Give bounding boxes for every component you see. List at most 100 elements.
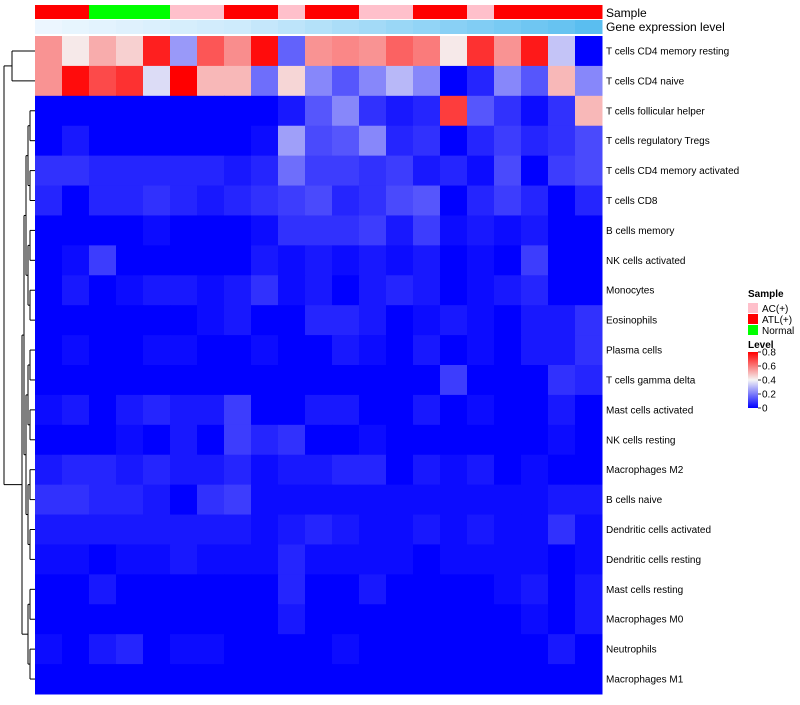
heatmap-cell xyxy=(521,394,549,426)
heatmap-cell xyxy=(278,604,306,635)
heatmap-cell xyxy=(332,275,360,306)
heatmap-cell xyxy=(89,125,117,157)
heatmap-cell xyxy=(494,275,522,306)
heatmap-cell xyxy=(332,335,360,366)
sample-annotation-label: Sample xyxy=(606,6,647,20)
heatmap-cell xyxy=(224,394,252,426)
heatmap-cell xyxy=(332,65,360,97)
heatmap-cell xyxy=(224,215,252,246)
heatmap-cell xyxy=(62,484,90,516)
heatmap-cell xyxy=(467,394,495,426)
sample-annotation-cell xyxy=(467,5,495,19)
heatmap-cell xyxy=(170,36,198,67)
heatmap-cell xyxy=(521,574,549,605)
heatmap-cell xyxy=(413,275,441,306)
heatmap-cell xyxy=(116,454,144,486)
heatmap-cell xyxy=(278,514,306,545)
heatmap-cell xyxy=(359,95,387,127)
heatmap-cell xyxy=(386,335,414,366)
heatmap-cell xyxy=(413,335,441,366)
legend-tick-label: 0.6 xyxy=(762,362,776,373)
heatmap-cell xyxy=(386,305,414,336)
gene-expression-annotation-cell xyxy=(62,20,90,34)
heatmap-cell xyxy=(170,394,198,426)
heatmap-cell xyxy=(143,215,171,246)
heatmap-cell xyxy=(548,664,576,695)
heatmap-cell xyxy=(494,574,522,605)
heatmap-cell xyxy=(62,365,90,396)
heatmap-cell xyxy=(35,185,63,216)
heatmap-cell xyxy=(89,335,117,366)
heatmap-cell xyxy=(197,394,225,426)
legend-tick-label: 0.2 xyxy=(762,390,776,401)
heatmap-cell xyxy=(305,454,333,486)
heatmap-cell xyxy=(116,36,144,67)
heatmap-cell xyxy=(413,65,441,97)
heatmap-cell xyxy=(170,634,198,665)
heatmap-cell xyxy=(116,574,144,605)
heatmap-cell xyxy=(386,65,414,97)
heatmap-cell xyxy=(224,365,252,396)
heatmap-cell xyxy=(521,664,549,695)
sample-annotation-cell xyxy=(278,5,306,19)
heatmap-cell xyxy=(170,544,198,575)
heatmap-cell xyxy=(467,484,495,516)
gene-expression-annotation-cell xyxy=(305,20,333,34)
heatmap-cell xyxy=(62,574,90,605)
heatmap-cell xyxy=(35,245,63,276)
sample-annotation-cell xyxy=(116,5,144,19)
heatmap-cell xyxy=(413,514,441,545)
heatmap-cell xyxy=(521,155,549,187)
heatmap-cell xyxy=(143,36,171,67)
heatmap-cell xyxy=(575,95,603,127)
heatmap-cell xyxy=(197,125,225,157)
heatmap-cell xyxy=(116,544,144,575)
heatmap-cell xyxy=(467,95,495,127)
heatmap-cell xyxy=(575,215,603,246)
gene-expression-annotation-cell xyxy=(386,20,414,34)
heatmap-cell xyxy=(440,245,468,276)
legend-label-ac: AC(+) xyxy=(762,304,788,315)
gene-expression-annotation-cell xyxy=(224,20,252,34)
heatmap-cell xyxy=(224,36,252,67)
heatmap-cell xyxy=(494,305,522,336)
heatmap-cell xyxy=(575,424,603,456)
legend: Sample AC(+) ATL(+) Normal Level 0.80.60… xyxy=(748,289,794,415)
heatmap-cell xyxy=(35,155,63,187)
heatmap-cell xyxy=(170,65,198,97)
heatmap-cell xyxy=(548,365,576,396)
heatmap-cell xyxy=(89,36,117,67)
heatmap-cell xyxy=(467,365,495,396)
heatmap-cell xyxy=(440,305,468,336)
heatmap-cell xyxy=(35,454,63,486)
heatmap-cell xyxy=(89,95,117,127)
heatmap-cell xyxy=(35,514,63,545)
heatmap-cell xyxy=(521,544,549,575)
heatmap-cell xyxy=(467,65,495,97)
heatmap-cell xyxy=(116,95,144,127)
heatmap-cell xyxy=(548,574,576,605)
heatmap-cell xyxy=(251,245,279,276)
heatmap-cell xyxy=(305,215,333,246)
heatmap-cell xyxy=(440,514,468,545)
heatmap-cell xyxy=(305,185,333,216)
heatmap-cell xyxy=(251,664,279,695)
heatmap-cell xyxy=(521,454,549,486)
heatmap-cell xyxy=(278,574,306,605)
heatmap-cell xyxy=(305,125,333,157)
heatmap-cell xyxy=(89,424,117,456)
heatmap-cell xyxy=(170,95,198,127)
heatmap-cell xyxy=(494,604,522,635)
heatmap-cell xyxy=(440,125,468,157)
row-label: Macrophages M2 xyxy=(606,465,684,476)
heatmap-cell xyxy=(440,155,468,187)
sample-annotation-cell xyxy=(224,5,252,19)
heatmap-cell xyxy=(251,65,279,97)
heatmap-cell xyxy=(251,574,279,605)
heatmap-cell xyxy=(467,634,495,665)
heatmap-cell xyxy=(332,514,360,545)
heatmap-cell xyxy=(548,36,576,67)
heatmap-cell xyxy=(89,305,117,336)
heatmap-cells xyxy=(35,36,603,695)
heatmap-cell xyxy=(278,155,306,187)
